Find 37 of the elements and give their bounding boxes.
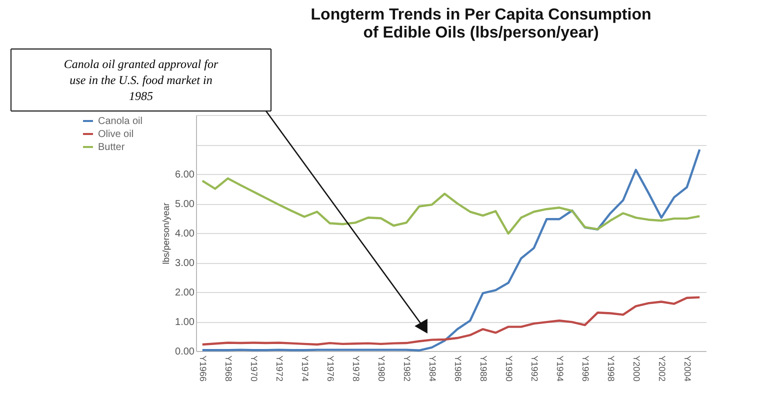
text: of Edible Oils (lbs/person/year) (363, 24, 599, 42)
y-tick-label: 4.00 (175, 228, 195, 240)
x-tick-label: Y1998 (606, 356, 616, 382)
x-tick-label: Y1982 (402, 356, 412, 382)
y-tick-label: 2.00 (175, 288, 195, 298)
x-tick-label: Y1994 (554, 356, 565, 382)
line-series (201, 177, 701, 235)
x-tick-label: Y1984 (427, 356, 438, 382)
x-tick-label: Y2002 (656, 356, 667, 382)
x-tick-label: Y1996 (580, 356, 590, 382)
text: Longterm Trends in Per Capita Consumption (310, 6, 652, 24)
x-tick-label: Y1980 (376, 356, 386, 382)
x-tick-label: Y1974 (300, 356, 310, 382)
x-tick-label: Y1990 (504, 356, 514, 382)
x-tick-label: Y1966 (198, 356, 208, 382)
line-series (201, 296, 701, 346)
x-tick-label: Y1972 (274, 356, 284, 382)
legend-label: Olive oil (98, 129, 134, 140)
y-axis-title: lbs/person/year (161, 202, 172, 264)
legend-label: Butter (98, 142, 126, 153)
line-series (201, 148, 701, 352)
x-tick-label: Y2004 (682, 356, 692, 382)
x-tick-label: Y1988 (478, 356, 488, 382)
x-tick-label: Y1976 (325, 356, 336, 382)
x-tick-label: Y1986 (452, 356, 463, 382)
x-tick-label: Y1968 (223, 356, 234, 382)
x-tick-label: Y1992 (529, 356, 540, 382)
x-tick-label: Y2000 (631, 356, 642, 382)
y-tick-label: 6.00 (175, 170, 195, 180)
x-tick-label: Y1978 (350, 356, 361, 382)
y-tick-label: 1.00 (175, 317, 195, 328)
y-tick-label: 3.00 (175, 258, 195, 269)
x-tick-label: Y1970 (248, 356, 259, 382)
y-tick-label: 0.00 (175, 346, 195, 358)
legend-label: Canola oil (98, 116, 142, 127)
text: Canola oil granted approval for use in the U.S. food market in 1985 (64, 57, 218, 103)
y-tick-label: 5.00 (175, 199, 195, 210)
